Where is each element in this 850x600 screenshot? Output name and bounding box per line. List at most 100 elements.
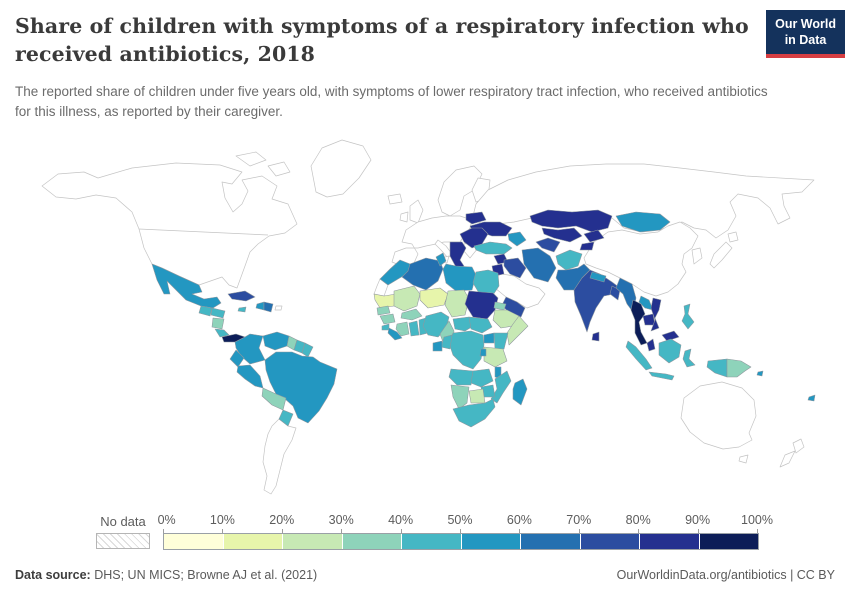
region-greenland[interactable] — [310, 139, 372, 198]
region-myanmar[interactable] — [615, 277, 637, 313]
region-balkans[interactable] — [449, 241, 467, 270]
region-puerto-rico[interactable] — [274, 305, 283, 311]
region-kenya[interactable] — [493, 332, 509, 350]
region-north-america[interactable] — [41, 162, 298, 289]
region-fiji[interactable] — [807, 394, 816, 402]
region-libya[interactable] — [442, 263, 477, 292]
region-new-zealand[interactable] — [792, 438, 805, 454]
region-mozambique[interactable] — [490, 370, 512, 404]
region-arctic-island[interactable] — [235, 151, 267, 167]
region-venezuela[interactable] — [262, 331, 290, 351]
region-south-sudan[interactable] — [468, 316, 493, 334]
region-madagascar[interactable] — [512, 378, 528, 406]
owid-logo[interactable]: Our World in Data — [766, 10, 845, 59]
region-iraq[interactable] — [503, 257, 527, 279]
region-caucasus[interactable] — [507, 231, 527, 247]
region-australia[interactable] — [680, 381, 757, 450]
legend-no-data-swatch[interactable] — [96, 533, 150, 549]
region-belarus[interactable] — [465, 211, 487, 225]
region-sierra-leone[interactable] — [381, 323, 390, 331]
region-dominican-republic[interactable] — [263, 301, 274, 313]
legend-bin[interactable] — [640, 534, 700, 549]
region-argentina-chile[interactable] — [262, 418, 297, 495]
region-paraguay[interactable] — [278, 409, 294, 427]
region-nepal[interactable] — [589, 271, 607, 283]
region-laos[interactable] — [638, 295, 654, 311]
region-haiti[interactable] — [255, 301, 265, 311]
legend-bin[interactable] — [402, 534, 462, 549]
region-tunisia[interactable] — [435, 252, 447, 267]
region-iran[interactable] — [521, 247, 557, 283]
region-brazil[interactable] — [264, 351, 338, 424]
region-saudi-arabia[interactable] — [490, 273, 546, 309]
region-kazakhstan[interactable] — [529, 209, 613, 233]
region-guatemala[interactable] — [198, 305, 213, 317]
region-ireland[interactable] — [399, 211, 409, 223]
region-iceland[interactable] — [387, 193, 403, 205]
region-guinea[interactable] — [379, 313, 396, 325]
region-japan[interactable] — [727, 231, 739, 243]
region-indonesia-papua[interactable] — [706, 358, 728, 378]
region-cote-divoire[interactable] — [395, 321, 410, 337]
region-mexico[interactable] — [151, 263, 222, 309]
region-rwanda-burundi[interactable] — [479, 348, 487, 357]
region-mali[interactable] — [393, 285, 421, 312]
region-namibia[interactable] — [450, 384, 470, 410]
region-arctic-island[interactable] — [267, 161, 291, 177]
region-algeria[interactable] — [401, 257, 444, 291]
region-botswana[interactable] — [468, 388, 486, 404]
legend-bin[interactable] — [283, 534, 343, 549]
region-solomon-islands[interactable] — [756, 370, 764, 377]
region-new-zealand[interactable] — [779, 450, 796, 468]
region-sudan[interactable] — [464, 290, 499, 320]
region-liberia[interactable] — [387, 327, 403, 341]
region-india[interactable] — [573, 269, 621, 333]
region-turkey[interactable] — [473, 241, 513, 255]
region-japan[interactable] — [709, 241, 733, 269]
legend-bin[interactable] — [461, 534, 521, 549]
region-afghanistan[interactable] — [555, 249, 583, 271]
region-united-kingdom[interactable] — [409, 199, 424, 224]
legend-bin[interactable] — [580, 534, 640, 549]
region-papua-new-guinea[interactable] — [726, 358, 752, 378]
legend-bin[interactable] — [223, 534, 283, 549]
legend-bin[interactable] — [164, 534, 224, 549]
region-cuba[interactable] — [227, 290, 256, 302]
region-burkina-faso[interactable] — [400, 308, 423, 321]
region-zambia[interactable] — [470, 368, 494, 388]
region-nicaragua[interactable] — [211, 317, 225, 330]
region-egypt[interactable] — [472, 269, 500, 296]
region-uganda[interactable] — [483, 332, 495, 344]
region-tanzania[interactable] — [483, 346, 508, 368]
region-tajikistan[interactable] — [579, 241, 595, 251]
region-mongolia[interactable] — [615, 211, 671, 233]
legend-bin[interactable] — [342, 534, 402, 549]
region-somalia[interactable] — [506, 315, 529, 346]
region-indonesia[interactable] — [625, 340, 653, 371]
region-uzbekistan[interactable] — [541, 227, 583, 243]
region-china[interactable] — [583, 221, 699, 297]
region-philippines[interactable] — [681, 303, 695, 330]
region-indonesia[interactable] — [658, 338, 682, 364]
region-jamaica[interactable] — [237, 306, 247, 313]
legend-bin[interactable] — [521, 534, 581, 549]
region-indonesia[interactable] — [682, 348, 696, 368]
region-peru[interactable] — [236, 364, 264, 389]
region-tasmania[interactable] — [738, 454, 749, 464]
region-malaysia[interactable] — [646, 338, 656, 352]
region-niger[interactable] — [419, 287, 449, 309]
region-kyrgyzstan[interactable] — [583, 229, 605, 243]
region-morocco[interactable] — [379, 259, 411, 286]
region-mauritania[interactable] — [373, 293, 397, 309]
region-malaysia-borneo[interactable] — [661, 330, 680, 342]
region-angola[interactable] — [448, 368, 474, 386]
region-cambodia[interactable] — [642, 313, 656, 326]
region-korea[interactable] — [691, 247, 703, 265]
credit-link[interactable]: OurWorldinData.org/antibiotics | CC BY — [616, 568, 835, 582]
region-western-europe[interactable] — [391, 215, 473, 267]
region-romania[interactable] — [459, 227, 489, 249]
region-indonesia[interactable] — [648, 371, 675, 381]
region-gabon[interactable] — [432, 340, 443, 352]
region-sri-lanka[interactable] — [591, 331, 600, 342]
region-turkmenistan[interactable] — [535, 237, 561, 253]
